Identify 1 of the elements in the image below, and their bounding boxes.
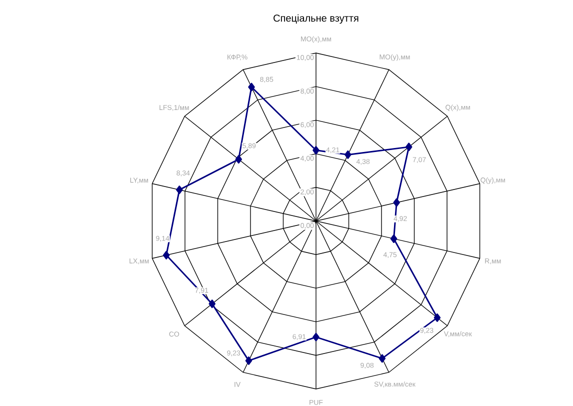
chart-title: Спеціальне взуття: [274, 14, 358, 24]
